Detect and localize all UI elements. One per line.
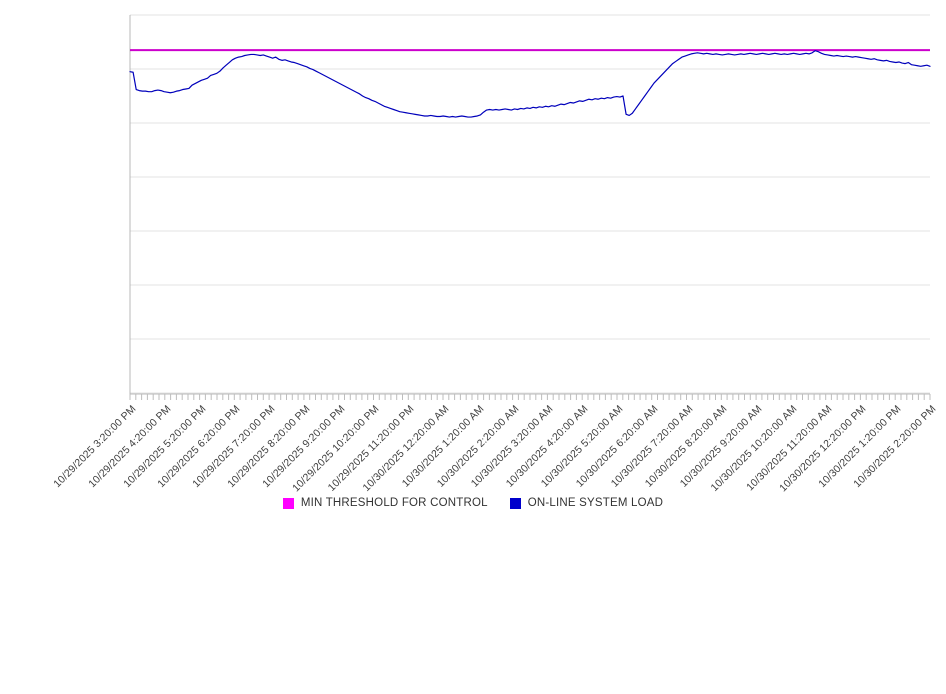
chart-plot-svg bbox=[129, 14, 931, 400]
legend-label: ON-LINE SYSTEM LOAD bbox=[527, 497, 664, 509]
gridlines-group bbox=[130, 14, 930, 394]
chart-legend: MIN THRESHOLD FOR CONTROL ON-LINE SYSTEM … bbox=[0, 497, 946, 509]
x-axis-ticks bbox=[129, 394, 931, 400]
legend-entry[interactable]: MIN THRESHOLD FOR CONTROL bbox=[282, 497, 488, 509]
legend-swatch-icon bbox=[282, 497, 294, 509]
axis-group bbox=[129, 15, 930, 395]
legend-entry[interactable]: ON-LINE SYSTEM LOAD bbox=[509, 497, 664, 509]
legend-label: MIN THRESHOLD FOR CONTROL bbox=[300, 497, 488, 509]
legend-swatch-icon bbox=[509, 497, 521, 509]
chart-container: 10/29/2025 3:20:00 PM 10/29/2025 4:20:00 … bbox=[0, 14, 946, 509]
load-line bbox=[129, 50, 931, 118]
